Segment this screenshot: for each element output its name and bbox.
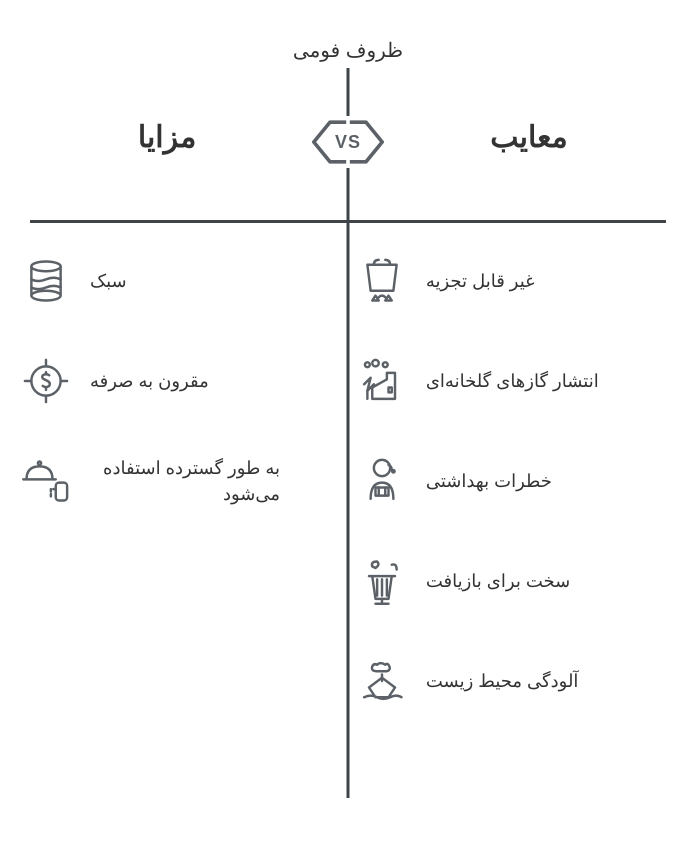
factory-emission-icon (356, 355, 408, 407)
list-item: آلودگی محیط زیست (356, 655, 676, 707)
item-label: سبک (90, 268, 127, 294)
list-item: انتشار گازهای گلخانه‌ای (356, 355, 676, 407)
list-item: خطرات بهداشتی (356, 455, 676, 507)
serving-dish-icon (20, 455, 72, 507)
item-label: غیر قابل تجزیه (426, 268, 535, 294)
vs-label: VS (335, 132, 361, 153)
item-label: سخت برای بازیافت (426, 568, 570, 594)
vs-badge-wrap: VS (303, 115, 393, 169)
item-label: خطرات بهداشتی (426, 468, 552, 494)
item-label: آلودگی محیط زیست (426, 668, 579, 694)
heading-pros: مزایا (0, 120, 334, 155)
dollar-target-icon (20, 355, 72, 407)
pros-column: سبک مقرون به صرفه به طور گسترده استفاده می… (20, 255, 340, 555)
infographic-root: ظروف فومی VS مزایا معایب سبک مقرون به صرف… (0, 0, 696, 845)
item-label: انتشار گازهای گلخانه‌ای (426, 368, 599, 394)
divider-vertical-main (347, 168, 350, 798)
heading-cons: معایب (362, 120, 696, 155)
list-item: به طور گسترده استفاده می‌شود (20, 455, 340, 507)
item-label: مقرون به صرفه (90, 368, 209, 394)
list-item: مقرون به صرفه (20, 355, 340, 407)
bag-recycle-icon (356, 255, 408, 307)
barrel-icon (20, 255, 72, 307)
cons-column: غیر قابل تجزیه انتشار گازهای گلخانه‌ای خطر… (356, 255, 676, 755)
divider-horizontal (30, 220, 666, 223)
list-item: غیر قابل تجزیه (356, 255, 676, 307)
boat-pollution-icon (356, 655, 408, 707)
list-item: سبک (20, 255, 340, 307)
divider-vertical-top (347, 68, 350, 116)
page-title: ظروف فومی (0, 0, 696, 63)
item-label: به طور گسترده استفاده می‌شود (90, 455, 280, 507)
health-hazard-icon (356, 455, 408, 507)
list-item: سخت برای بازیافت (356, 555, 676, 607)
trash-bin-icon (356, 555, 408, 607)
